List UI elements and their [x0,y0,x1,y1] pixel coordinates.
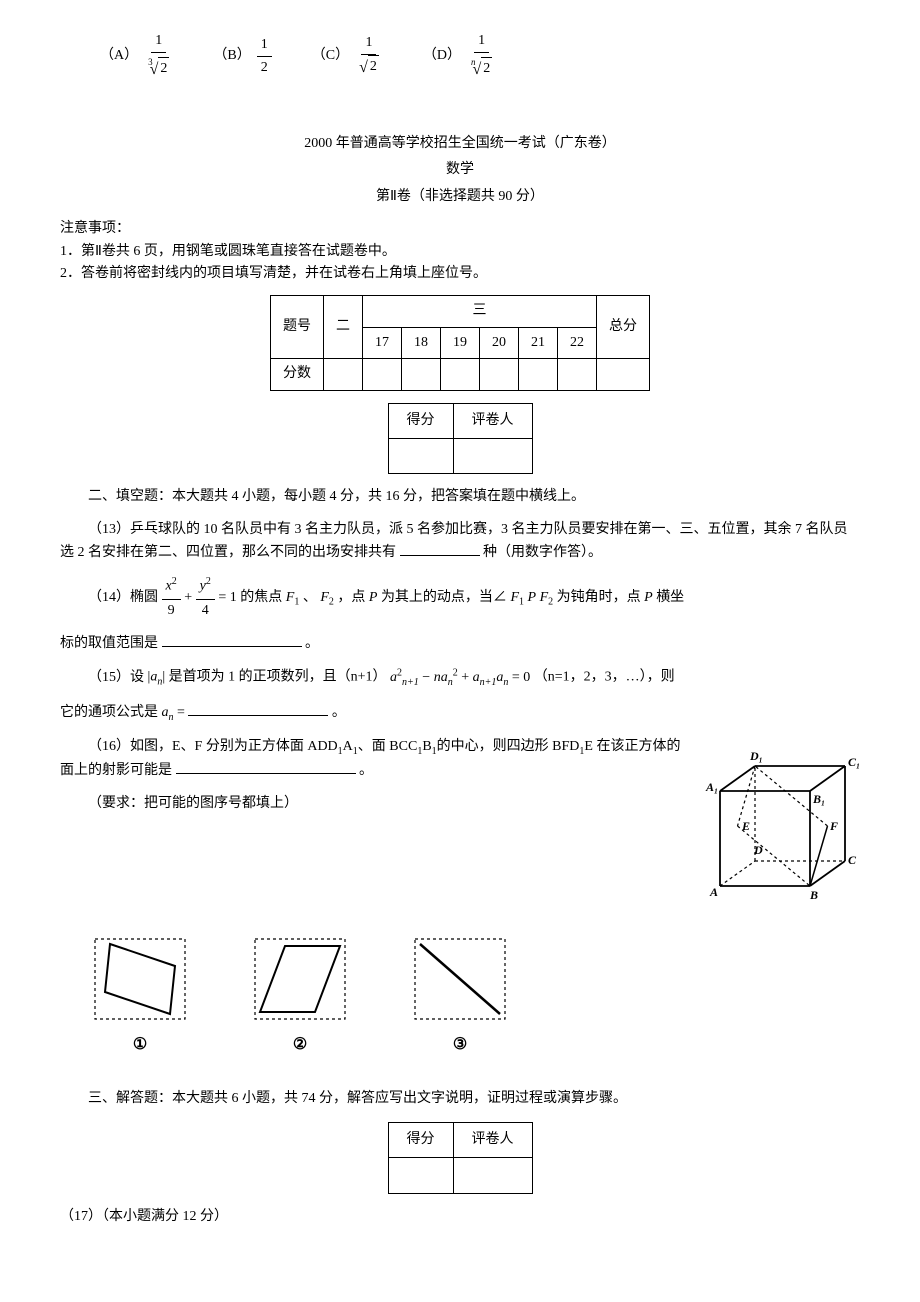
mc-options: （A） 1 3 √ 2 （B） 1 2 （C） 1 √ 2 [60,30,860,83]
score-cell [441,359,480,390]
option-a-den: 3 √ 2 [144,53,173,83]
note-1: 1．第Ⅱ卷共 6 页，用钢笔或圆珠笔直接答在试题卷中。 [60,241,860,263]
option-d: （D） 1 n √ 2 [423,30,496,83]
exam-title-3: 第Ⅱ卷（非选择题共 90 分） [60,186,860,208]
notes-block: 注意事项： 1．第Ⅱ卷共 6 页，用钢笔或圆珠笔直接答在试题卷中。 2．答卷前将… [60,218,860,285]
q14: （14）椭圆 x2 9 + y2 4 = 1 的焦点 F1 、 F2 ，点 P … [60,574,860,621]
q15: （15）设 |an| 是首项为 1 的正项数列，且（n+1） a2n+1 − n… [60,665,860,690]
proj2-svg [250,934,350,1024]
option-b-label: （B） [213,45,250,67]
q14-frac2: y2 4 [196,574,215,621]
grade-cell [453,438,532,473]
score-th-total: 总分 [597,296,650,359]
score-sub-17: 17 [363,327,402,358]
score-th-3: 三 [363,296,597,327]
exam-title-2: 数学 [60,159,860,181]
score-cell [597,359,650,390]
proj1-svg [90,934,190,1024]
option-b: （B） 1 2 [213,30,271,83]
cube-label-d: D [753,843,763,857]
option-d-frac: 1 n √ 2 [467,30,496,83]
section2-intro: 二、填空题：本大题共 4 小题，每小题 4 分，共 16 分，把答案填在题中横线… [60,486,860,508]
q15-line2: 它的通项公式是 an = 。 [60,701,860,726]
grade-cell [388,1158,453,1193]
projection-2: ② [250,934,350,1058]
grade-h1: 得分 [388,1122,453,1157]
note-2: 2．答卷前将密封线内的项目填写清楚，并在试卷右上角填上座位号。 [60,263,860,285]
option-c: （C） 1 √ 2 [312,30,383,83]
grade-h1: 得分 [388,403,453,438]
score-sub-22: 22 [558,327,597,358]
q14-blank [162,632,302,647]
q14-eq: = 1 [218,590,236,605]
grade-box-1: 得分 评卷人 [388,403,533,475]
option-c-label: （C） [312,45,349,67]
option-a-frac: 1 3 √ 2 [144,30,173,83]
score-sub-21: 21 [519,327,558,358]
notes-title: 注意事项： [60,218,860,240]
q13-b: 种（用数字作答）。 [483,545,602,560]
score-sub-18: 18 [402,327,441,358]
score-cell [363,359,402,390]
score-table: 题号 二 三 总分 17 18 19 20 21 22 分数 [270,295,650,390]
q13-blank [400,541,480,556]
proj3-svg [410,934,510,1024]
grade-h2: 评卷人 [453,403,532,438]
q14-b: 的焦点 [240,590,282,605]
cube-label-c1: C₁ [848,755,860,769]
grade-box-2: 得分 评卷人 [388,1122,533,1194]
proj2-label: ② [293,1032,307,1058]
q13: （13）乒乓球队的 10 名队员中有 3 名主力队员，派 5 名参加比赛，3 名… [60,519,860,565]
q14-line2: 标的取值范围是 。 [60,632,860,655]
cube-svg: A B C D A₁ B₁ C₁ D₁ E F [700,736,860,906]
q14-frac1: x2 9 [162,574,181,621]
option-c-frac: 1 √ 2 [355,32,383,81]
score-sub-19: 19 [441,327,480,358]
projection-3: ③ [410,934,510,1058]
score-th-num: 题号 [271,296,324,359]
section3-intro: 三、解答题：本大题共 6 小题，共 74 分，解答应写出文字说明，证明过程或演算… [60,1088,860,1110]
projection-row: ① ② ③ [90,934,860,1058]
score-cell [402,359,441,390]
score-cell [480,359,519,390]
option-a-num: 1 [151,30,166,53]
proj3-label: ③ [453,1032,467,1058]
q14-a: （14）椭圆 [88,590,158,605]
grade-cell [453,1158,532,1193]
cube-label-d1: D₁ [749,749,763,763]
cube-label-f: F [829,819,838,833]
cube-label-b: B [809,888,818,902]
score-cell [558,359,597,390]
score-sub-20: 20 [480,327,519,358]
option-d-label: （D） [423,45,461,67]
exam-title-1: 2000 年普通高等学校招生全国统一考试（广东卷） [60,133,860,155]
cube-label-b1: B₁ [812,792,825,806]
cube-label-c: C [848,853,857,867]
cube-label-e: E [741,819,750,833]
score-th-2: 二 [324,296,363,359]
option-a-label: （A） [100,45,138,67]
q16-blank [176,759,356,774]
q15-expr: a2n+1 − nan2 + an+1an = 0 [390,670,534,685]
option-a: （A） 1 3 √ 2 [100,30,173,83]
q17: （17）（本小题满分 12 分） [60,1206,860,1228]
grade-h2: 评卷人 [453,1122,532,1157]
score-cell [324,359,363,390]
q15-blank [188,701,328,716]
cube-label-a1: A₁ [705,780,718,794]
proj1-label: ① [133,1032,147,1058]
grade-cell [388,438,453,473]
score-cell [519,359,558,390]
cube-figure: A B C D A₁ B₁ C₁ D₁ E F [700,736,860,914]
score-row2-label: 分数 [271,359,324,390]
projection-1: ① [90,934,190,1058]
option-b-frac: 1 2 [257,34,272,80]
cube-label-a: A [709,885,718,899]
